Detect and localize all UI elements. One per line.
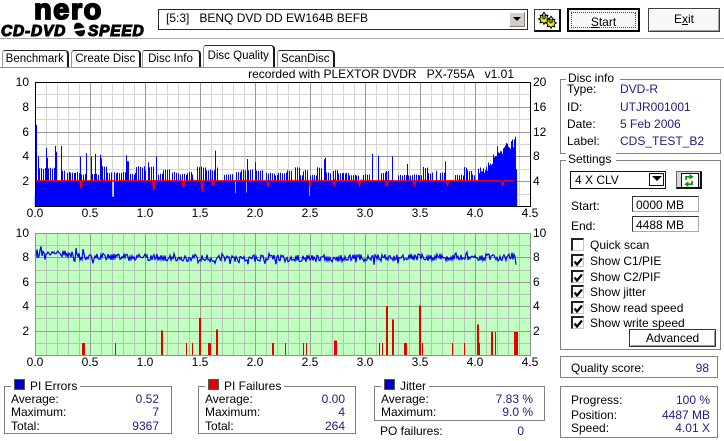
- svg-text:nero: nero: [34, 0, 103, 26]
- svg-text:2.0: 2.0: [247, 355, 264, 369]
- svg-text:2: 2: [533, 324, 540, 338]
- svg-text:1.0: 1.0: [137, 355, 154, 369]
- svg-text:6: 6: [22, 275, 29, 289]
- svg-text:8: 8: [533, 250, 540, 264]
- svg-text:recorded with PLEXTOR DVDR P: recorded with PLEXTOR DVDR PX-755A v1.01: [248, 67, 514, 81]
- svg-text:2.5: 2.5: [302, 206, 319, 220]
- svg-text:CD-DVD: CD-DVD: [1, 23, 66, 40]
- svg-text:16: 16: [533, 100, 547, 114]
- svg-text:0.5: 0.5: [82, 355, 99, 369]
- svg-text:3.0: 3.0: [357, 206, 374, 220]
- svg-text:4.0: 4.0: [467, 206, 484, 220]
- svg-text:3.0: 3.0: [357, 355, 374, 369]
- svg-text:0.0: 0.0: [27, 206, 44, 220]
- svg-text:10: 10: [16, 226, 30, 240]
- svg-text:8: 8: [533, 149, 540, 163]
- svg-text:1.5: 1.5: [192, 355, 209, 369]
- svg-text:0.0: 0.0: [27, 355, 44, 369]
- svg-text:20: 20: [533, 75, 547, 89]
- svg-text:0.5: 0.5: [82, 206, 99, 220]
- svg-text:4: 4: [533, 174, 540, 188]
- svg-text:4.5: 4.5: [522, 206, 539, 220]
- svg-text:3.5: 3.5: [412, 355, 429, 369]
- svg-text:8: 8: [22, 100, 29, 114]
- svg-text:2.5: 2.5: [302, 355, 319, 369]
- svg-text:4: 4: [22, 299, 29, 313]
- svg-text:10: 10: [16, 75, 30, 89]
- svg-text:2: 2: [22, 324, 29, 338]
- svg-text:4: 4: [533, 299, 540, 313]
- svg-text:4: 4: [22, 149, 29, 163]
- svg-text:6: 6: [22, 125, 29, 139]
- svg-text:4.0: 4.0: [467, 355, 484, 369]
- svg-text:1.0: 1.0: [137, 206, 154, 220]
- svg-text:2: 2: [22, 174, 29, 188]
- svg-text:1.5: 1.5: [192, 206, 209, 220]
- svg-text:3.5: 3.5: [412, 206, 429, 220]
- svg-text:4.5: 4.5: [522, 355, 539, 369]
- svg-text:8: 8: [22, 250, 29, 264]
- svg-text:SPEED: SPEED: [88, 23, 145, 40]
- svg-text:10: 10: [533, 226, 547, 240]
- svg-text:2.0: 2.0: [247, 206, 264, 220]
- svg-text:6: 6: [533, 275, 540, 289]
- svg-text:12: 12: [533, 125, 547, 139]
